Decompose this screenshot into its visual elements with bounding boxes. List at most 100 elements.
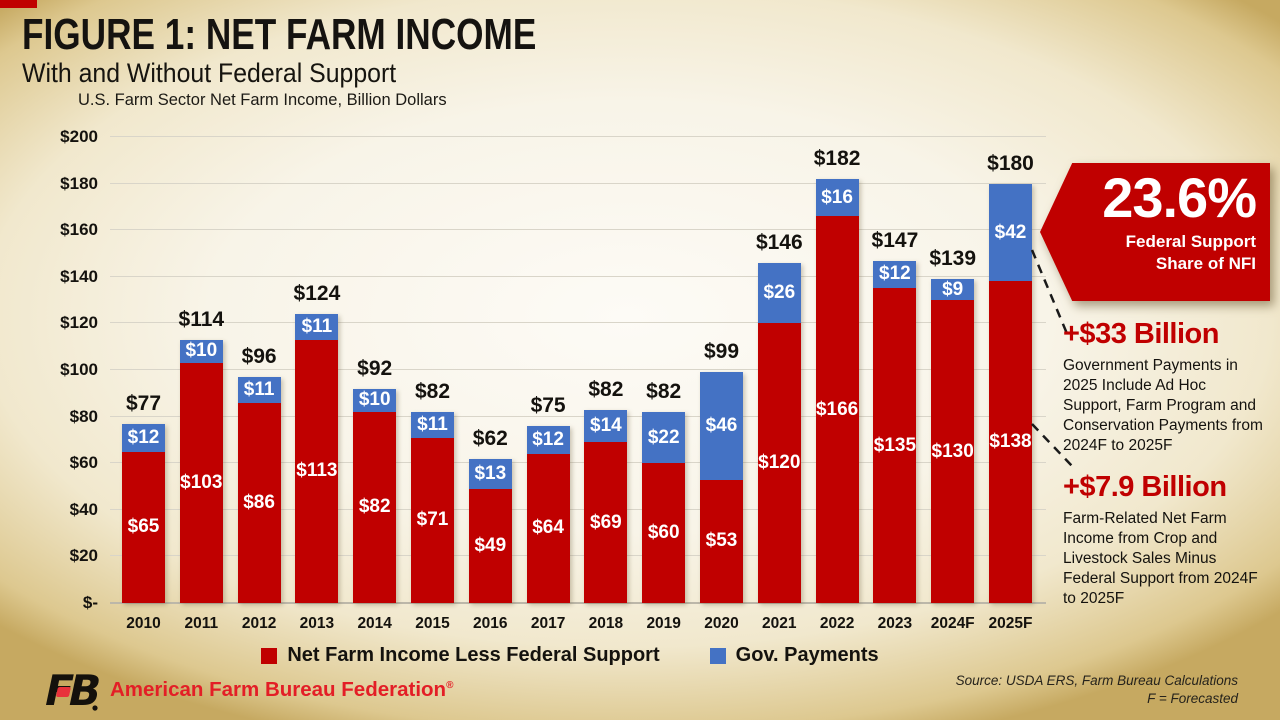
x-axis-tick-label-2019: 2019: [646, 615, 681, 632]
badge-caption: Federal Support Share of NFI: [1126, 231, 1256, 275]
bar-value-label-blue-2022: $16: [821, 186, 853, 208]
bar-value-label-blue-2017: $12: [532, 428, 564, 450]
bar-stack-2017: $64 $12: [526, 425, 570, 603]
gridline: [110, 555, 1046, 557]
bar-segment-net-farm-income-2015: [411, 437, 454, 603]
bar-segment-net-farm-income-2021: [757, 323, 801, 603]
bar-value-label-blue-2013: $11: [301, 315, 333, 337]
bar-value-label-blue-2012: $11: [243, 378, 275, 400]
bar-value-label-red-2020: $53: [705, 530, 738, 552]
gridline: [110, 415, 1046, 417]
bar-total-label-2020: $99: [703, 340, 740, 364]
x-axis-tick-label-2018: 2018: [588, 615, 624, 632]
bar-stack-2021: $120 $26: [757, 262, 801, 603]
legend-item-net-farm-income: Net Farm Income Less Federal Support: [261, 644, 660, 667]
y-axis-tick-label: $120: [60, 313, 98, 333]
bar-segment-net-farm-income-2018: [584, 442, 628, 603]
bar-value-label-red-2014: $82: [358, 496, 391, 518]
bar-segment-gov-payments-2017: [526, 425, 570, 454]
bar-segment-gov-payments-2019: [642, 411, 686, 464]
gov-payments-callout-heading: +$33 Billion: [1063, 318, 1219, 350]
bar-stack-2015: $71 $11: [411, 411, 454, 603]
farm-income-callout-heading: +$7.9 Billion: [1063, 471, 1227, 503]
bar-total-label-2015: $82: [414, 379, 451, 403]
bar-segment-gov-payments-2024F: [931, 279, 975, 301]
bar-segment-gov-payments-2013: [295, 314, 339, 340]
bar-total-label-2018: $82: [588, 377, 624, 401]
bar-segment-net-farm-income-2014: [353, 411, 397, 603]
bar-value-label-blue-2010: $12: [127, 426, 160, 448]
afbf-logo-icon: FB: [40, 668, 100, 714]
y-axis-tick-label: $180: [60, 173, 98, 193]
bar-segment-net-farm-income-2010: [122, 451, 165, 603]
bar-value-label-red-2021: $120: [758, 452, 801, 474]
badge-value: 23.6%: [1102, 166, 1257, 229]
organization-name: American Farm Bureau Federation®: [110, 678, 453, 702]
x-axis-tick-label-2023: 2023: [877, 615, 913, 632]
chart-legend: Net Farm Income Less Federal Support Gov…: [190, 644, 950, 667]
bar-segment-gov-payments-2018: [584, 409, 628, 443]
bar-stack-2012: $86 $11: [237, 377, 281, 603]
bar-segment-net-farm-income-2013: [295, 339, 339, 603]
x-axis-tick-label-2010: 2010: [126, 615, 161, 632]
gridline: [110, 136, 1046, 137]
badge-caption-line1: Federal Support: [1125, 232, 1256, 251]
gridline: [110, 462, 1046, 464]
y-axis-tick-label: $200: [60, 127, 98, 146]
page-title: FIGURE 1: NET FARM INCOME: [22, 10, 537, 59]
bar-value-label-blue-2020: $46: [705, 414, 738, 436]
farm-income-callout-body: Farm-Related Net Farm Income from Crop a…: [1063, 510, 1258, 607]
bar-value-label-blue-2016: $13: [474, 462, 507, 484]
gridline: [110, 182, 1046, 184]
bar-value-label-red-2013: $113: [296, 460, 338, 482]
bar-segment-gov-payments-2011: [179, 339, 223, 364]
logo-red-mark: [56, 687, 71, 697]
y-axis-tick-label: $160: [60, 220, 98, 240]
bar-stack-2020: $53 $46: [700, 372, 743, 603]
federal-support-share-badge: 23.6% Federal Support Share of NFI: [1040, 163, 1270, 301]
bar-stack-2013: $113 $11: [295, 314, 339, 603]
y-axis: $200 $180 $160 $140 $120 $100 $80 $60 $40 $20 $-: [28, 127, 98, 612]
bar-total-label-2023: $147: [871, 228, 919, 252]
chart-subtitle: U.S. Farm Sector Net Farm Income, Billio…: [78, 91, 447, 109]
page-subtitle: With and Without Federal Support: [22, 58, 397, 88]
bar-segment-gov-payments-2010: [122, 423, 165, 452]
bar-value-label-red-2018: $69: [590, 511, 622, 533]
bar-segment-net-farm-income-2025F: [989, 281, 1032, 603]
bar-total-label-2019: $82: [646, 379, 682, 403]
bar-segment-net-farm-income-2017: [526, 453, 570, 603]
bar-stack-2018: $69 $14: [584, 409, 628, 603]
x-axis-tick-label-2015: 2015: [415, 615, 450, 632]
x-axis-tick-label-2020: 2020: [704, 615, 739, 632]
x-axis-tick-label-2024F: 2024F: [930, 615, 975, 632]
gridline: [110, 322, 1046, 324]
x-axis-tick-label-2011: 2011: [184, 615, 219, 632]
x-axis-tick-label-2013: 2013: [299, 615, 335, 632]
bar-value-label-red-2017: $64: [532, 517, 564, 539]
bar-total-label-2017: $75: [530, 393, 566, 417]
bar-total-label-2024F: $139: [929, 247, 977, 271]
bar-segment-gov-payments-2022: [815, 178, 859, 217]
source-line1: Source: USDA ERS, Farm Bureau Calculatio…: [955, 673, 1238, 688]
bar-value-label-red-2022: $166: [815, 398, 859, 420]
x-axis-tick-label-2016: 2016: [473, 615, 508, 632]
y-axis-tick-label: $40: [69, 499, 98, 519]
bar-value-label-blue-2023: $12: [879, 263, 911, 285]
bar-value-label-blue-2025F: $42: [994, 221, 1027, 243]
bar-value-label-red-2012: $86: [243, 491, 275, 513]
bar-total-label-2011: $114: [178, 307, 225, 331]
x-axis-tick-label-2022: 2022: [819, 615, 855, 632]
x-axis-tick-label-2021: 2021: [762, 615, 797, 632]
bar-total-label-2013: $124: [293, 282, 341, 306]
y-axis-tick-label: $140: [60, 266, 98, 286]
gridline: [110, 229, 1046, 231]
x-axis-tick-label-2014: 2014: [357, 615, 392, 632]
bar-total-label-2025F: $180: [987, 151, 1034, 175]
bar-total-label-2021: $146: [755, 230, 803, 254]
callout-column: +$33 Billion Government Payments in 2025…: [1063, 318, 1268, 624]
bar-total-label-2012: $96: [241, 345, 277, 368]
bar-segment-gov-payments-2012: [237, 377, 281, 403]
bar-stack-2014: $82 $10: [353, 388, 397, 603]
bar-stack-2010: $65 $12: [122, 423, 165, 603]
source-line2: F = Forecasted: [1147, 691, 1238, 706]
